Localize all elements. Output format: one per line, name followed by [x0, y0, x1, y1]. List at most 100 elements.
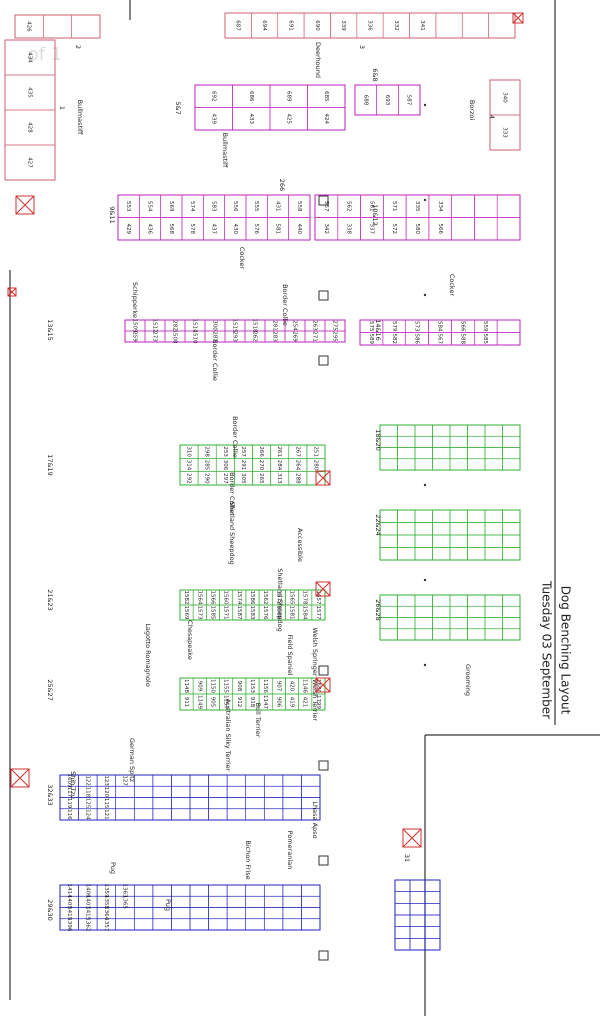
bench-cell [263, 884, 284, 897]
bench-number: 589 [368, 334, 374, 345]
bench-number: 266 [258, 446, 264, 457]
bench-cell [489, 114, 521, 151]
bench-number: 1153 [249, 679, 255, 693]
bench-number: 264 [294, 460, 300, 471]
bench-cell [409, 914, 426, 927]
breed-label: Pug [109, 862, 117, 874]
bench-number: 1581 [289, 606, 295, 620]
bench-cell [414, 447, 433, 460]
bench-cell [409, 926, 426, 939]
bench-cell [171, 895, 191, 908]
bench-cell [394, 926, 411, 939]
bench-number: 573 [414, 321, 420, 332]
bench-number: 1146 [302, 679, 308, 693]
bench-number: 425 [285, 114, 291, 125]
bench-cell [189, 907, 209, 920]
breed-label: Field Spaniel [286, 634, 294, 675]
bench-cell [226, 785, 247, 798]
bench-number: 430 [232, 224, 238, 235]
bench-number: 686 [248, 91, 254, 102]
bench-number: 574 [189, 201, 195, 212]
bench-cell [189, 785, 209, 798]
breed-label: 266 [278, 179, 286, 191]
bench-number: 568 [168, 224, 174, 235]
bench-cell [484, 424, 503, 437]
bench-number: 436 [147, 224, 153, 235]
bench-cell [414, 594, 433, 607]
bench-cell [461, 12, 489, 39]
bench-cell [245, 774, 265, 787]
ring-label: 3 [358, 45, 366, 49]
bench-number: 692 [210, 91, 216, 102]
bench-cell [379, 458, 398, 471]
bench-number: 908 [236, 681, 242, 692]
bench-cell [502, 547, 521, 561]
bench-cell [171, 907, 191, 920]
bench-number: 571 [391, 201, 397, 212]
bench-number: 287 [212, 331, 218, 342]
bench-cell [432, 534, 451, 548]
bench-number: 342 [323, 224, 329, 235]
bench-number: 1515 [232, 319, 238, 333]
dot [423, 293, 427, 297]
bench-number: 1362 [84, 917, 90, 931]
breed-label: Shih Tzu [69, 771, 77, 799]
bench-cell [451, 194, 475, 218]
bench-cell [449, 447, 468, 460]
bench-cell [424, 926, 441, 939]
breed-label: Lhasa Apso [311, 801, 319, 838]
breed-label: Bull Terrier [254, 703, 262, 738]
bench-cell [484, 435, 503, 448]
bench-cell [432, 547, 451, 561]
ring-label: 14&16 [374, 319, 382, 341]
bench-cell [226, 774, 247, 787]
bench-number: 269 [292, 331, 298, 342]
bench-cell [311, 693, 326, 711]
bench-number: 1560 [223, 591, 229, 605]
bench-cell [189, 774, 209, 787]
ring-label: 1 [58, 106, 66, 110]
bench-cell [449, 435, 468, 448]
bench-number: 1574 [236, 591, 242, 605]
bench-number: 1363 [122, 884, 128, 898]
bench-cell [171, 797, 191, 810]
bench-number: 298 [204, 446, 210, 457]
bench-cell [307, 107, 346, 131]
breed-label: Australian Silky Terrier [224, 699, 232, 772]
bench-number: 690 [314, 20, 320, 31]
bench-cell [208, 797, 228, 810]
bench-number: 1365 [122, 895, 128, 909]
breed-label: Welsh Terrier [311, 679, 319, 721]
bench-cell [133, 785, 154, 798]
bench-cell [152, 918, 172, 931]
bench-number: 559 [482, 321, 488, 332]
bench-number: 911 [183, 697, 189, 708]
bench-cell [379, 547, 398, 561]
bench-number: 332 [393, 20, 399, 31]
bench-number: 578 [189, 224, 195, 235]
bench-number: 688 [362, 95, 368, 106]
bench-cell [263, 774, 284, 787]
bench-number: 305 [240, 473, 246, 484]
breed-label: Border Collie [231, 416, 239, 458]
bench-cell [263, 918, 284, 931]
bench-cell [484, 617, 503, 630]
bench-number: 1364 [103, 906, 109, 920]
bench-number: 428 [27, 122, 33, 133]
bench-number: 1409 [66, 895, 72, 909]
bench-number: 558 [296, 201, 302, 212]
bench-number: 429 [125, 224, 131, 235]
bench-number: 586 [414, 334, 420, 345]
dot [423, 103, 427, 107]
bench-cell [397, 435, 416, 448]
bench-number: 420 [289, 681, 295, 692]
bench-number: 259 [132, 331, 138, 342]
bench-cell [496, 319, 521, 333]
bench-number: 1415 [84, 906, 90, 920]
bench-number: 261 [276, 446, 282, 457]
bench-number: 1571 [223, 606, 229, 620]
bench-cell [282, 797, 302, 810]
bench-number: 581 [275, 224, 281, 235]
bench-number: 557 [323, 201, 329, 212]
title: Dog Benching Layout [559, 586, 573, 715]
